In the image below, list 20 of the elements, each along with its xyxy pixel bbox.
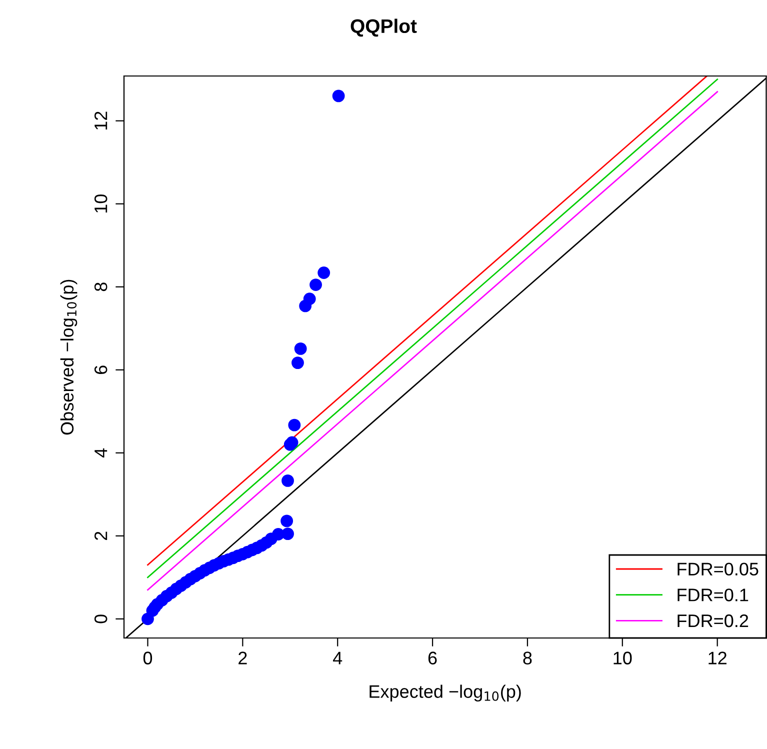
y-tick-label: 10	[94, 194, 108, 213]
x-axis-title: Expected −log$_{10}$(p)	[370, 684, 521, 702]
legend-label: FDR=0.05	[678, 562, 758, 576]
x-tick-label: 6	[428, 652, 437, 664]
legend-label: FDR=0.2	[678, 614, 748, 628]
x-tick-label: 2	[238, 652, 247, 664]
chart-title: QQPlot	[350, 18, 417, 37]
x-tick-label: 12	[708, 652, 726, 664]
x-tick-label: 8	[523, 652, 532, 664]
y-tick-label: 6	[94, 366, 108, 374]
legend-label: FDR=0.1	[678, 588, 748, 602]
y-axis-title: Observed −log$_{10}$(p)	[60, 280, 78, 435]
x-tick-label: 0	[143, 652, 152, 664]
x-tick-label: 4	[332, 652, 342, 664]
y-tick-label: 12	[94, 112, 108, 130]
x-tick-label: 10	[614, 652, 632, 664]
y-tick-label: 8	[94, 282, 108, 292]
y-tick-label: 2	[94, 532, 108, 540]
y-tick-label: 4	[94, 448, 108, 458]
y-tick-label: 0	[94, 614, 108, 624]
